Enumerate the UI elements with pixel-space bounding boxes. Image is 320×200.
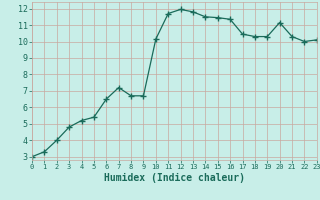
X-axis label: Humidex (Indice chaleur): Humidex (Indice chaleur)	[104, 173, 245, 183]
